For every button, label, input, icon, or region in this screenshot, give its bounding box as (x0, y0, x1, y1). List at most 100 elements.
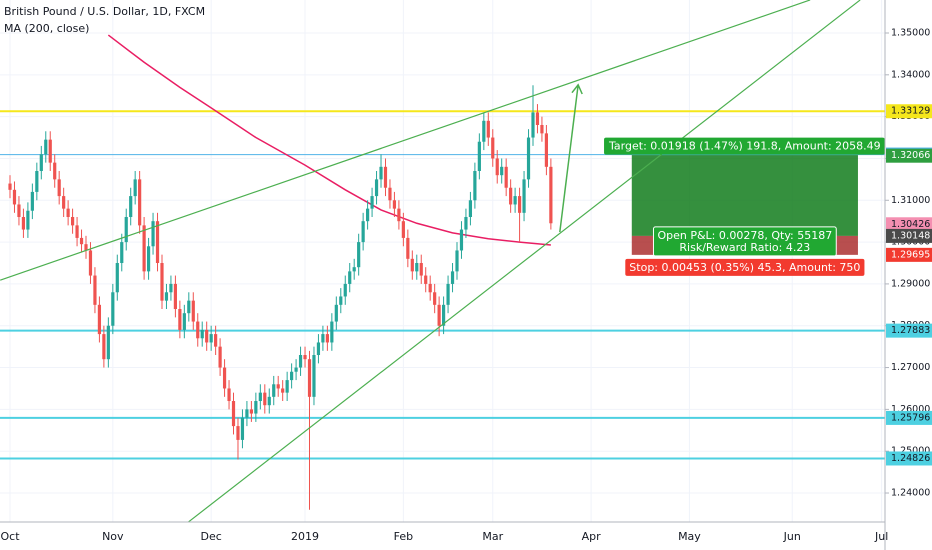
price-label: 1.33129 (891, 106, 930, 117)
price-label-box (886, 247, 932, 262)
candle-body (464, 217, 468, 230)
candle-body (531, 112, 535, 138)
candle-body (401, 221, 405, 238)
candle-body (48, 139, 52, 163)
candle-body (35, 171, 39, 192)
candle-body (249, 409, 253, 414)
price-label: 1.27883 (891, 325, 930, 336)
ratio-label: Risk/Reward Ratio: 4.23 (679, 241, 810, 254)
x-tick-label: Mar (482, 530, 503, 543)
stop-label-group: Stop: 0.00453 (0.35%) 45.3, Amount: 750 (625, 258, 865, 276)
price-label-box (886, 148, 932, 163)
price-label: 1.30148 (891, 230, 930, 241)
candle-body (415, 263, 419, 272)
candle-body (142, 225, 146, 272)
candle-body (535, 112, 540, 126)
candle-body (450, 271, 455, 284)
candle-body (379, 166, 383, 180)
price-axis-bg (885, 0, 932, 550)
plot-area: Target: 0.01918 (1.47%) 191.8, Amount: 2… (0, 0, 885, 526)
candle-body (66, 208, 70, 218)
candle-body (482, 120, 486, 142)
x-tick-label: May (678, 530, 701, 543)
candle-body (39, 154, 43, 172)
candle-body (513, 196, 517, 205)
candle-body (357, 242, 361, 268)
candle-body (178, 309, 182, 330)
candle-body (254, 401, 258, 414)
candle-body (245, 409, 249, 418)
price-label: 1.30426 (891, 219, 930, 230)
x-tick-label: Apr (582, 530, 602, 543)
y-tick-label: 1.35000 (891, 27, 930, 38)
candle-body (428, 283, 432, 293)
candle-body (267, 396, 271, 406)
target-zone (631, 154, 858, 236)
candle-body (298, 355, 303, 368)
pnl-group: Open P&L: 0.00278, Qty: 55187Risk/Reward… (652, 226, 837, 257)
trendline (0, 0, 811, 281)
indicator-legend: MA (200, close) (4, 22, 89, 35)
candle-body (79, 237, 84, 245)
candle-body (459, 229, 464, 251)
candle-body (218, 346, 222, 368)
candle-body (120, 242, 124, 264)
candle-body (339, 296, 343, 305)
candle-body (111, 292, 115, 326)
candle-body (361, 221, 365, 243)
candle-body (473, 171, 477, 201)
candle-body (196, 321, 200, 339)
target-label-box (604, 137, 885, 155)
x-tick-label: Nov (102, 530, 124, 543)
candle-body (370, 196, 374, 209)
arrow-head (571, 83, 583, 95)
candle-body (348, 271, 352, 284)
pnl-box (652, 226, 837, 257)
candle-body (397, 208, 401, 222)
candle-body (312, 355, 316, 397)
y-tick-label: 1.29000 (891, 278, 930, 289)
candle-body (406, 237, 410, 259)
candle-body (231, 401, 236, 427)
candle-body (84, 244, 88, 251)
candle-body (290, 371, 294, 381)
candle-body (21, 217, 26, 230)
arrow-shaft (559, 84, 579, 233)
candle-body (26, 210, 30, 230)
candle-body (258, 392, 262, 402)
candle-body (294, 367, 298, 372)
candle-body (97, 304, 102, 335)
candle-body (334, 304, 338, 322)
x-tick-label: Oct (0, 530, 20, 543)
candle-body (44, 139, 48, 155)
axes: 1.240001.250001.260001.270001.280001.290… (0, 27, 932, 543)
candle-body (343, 283, 347, 297)
candle-body (495, 158, 499, 176)
chart-title: British Pound / U.S. Dollar, 1D, FXCM (4, 5, 205, 18)
candle-body (477, 141, 481, 172)
candle-body (424, 275, 428, 284)
candle-body (236, 426, 240, 440)
candle-body (70, 217, 75, 226)
candle-body (366, 208, 370, 222)
target-label: Target: 0.01918 (1.47%) 191.8, Amount: 2… (608, 140, 881, 153)
candle-body (486, 120, 490, 138)
price-label-box (886, 104, 932, 119)
price-label-box (886, 217, 932, 232)
moving-average (107, 34, 551, 246)
trendline (184, 0, 861, 526)
candle-body (285, 380, 289, 393)
candle-body (352, 267, 356, 272)
x-tick-label: Jun (783, 530, 801, 543)
candle-body (227, 388, 231, 402)
candle-body (504, 166, 508, 188)
candle-body (138, 179, 142, 226)
price-label: 1.24826 (891, 453, 930, 464)
candle-body (468, 200, 473, 218)
y-tick-label: 1.34000 (891, 69, 930, 80)
candle-body (88, 250, 93, 276)
candle-body (146, 246, 151, 272)
candle-body (325, 334, 329, 343)
y-tick-label: 1.27000 (891, 362, 930, 373)
candle-body (124, 217, 128, 243)
